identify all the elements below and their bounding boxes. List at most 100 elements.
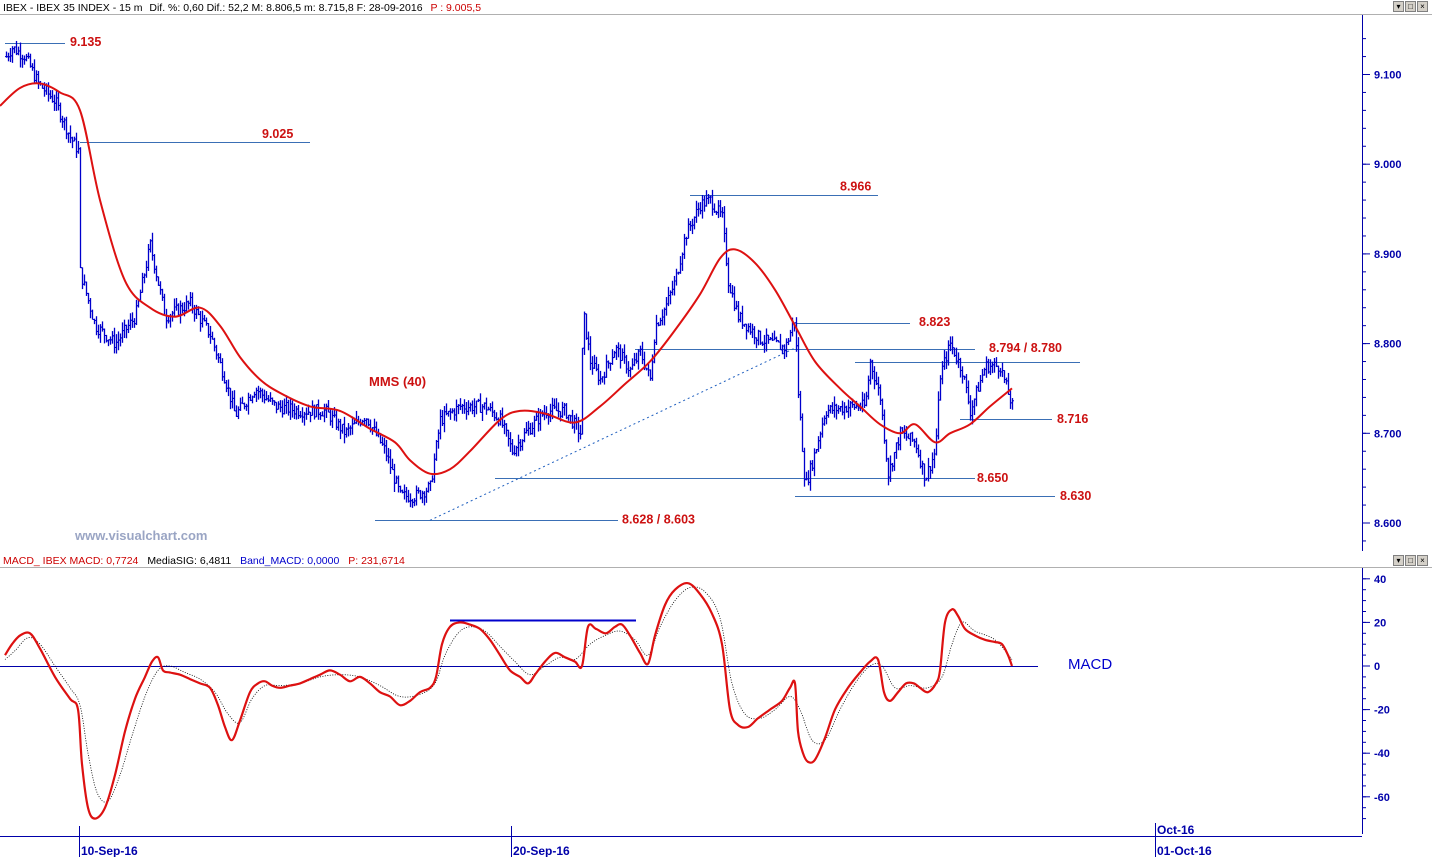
price-bar: [77, 140, 80, 154]
price-bar: [283, 398, 286, 415]
price-bar: [21, 54, 24, 68]
price-bar: [603, 371, 606, 385]
price-bar: [779, 333, 782, 351]
price-bar: [329, 409, 332, 426]
price-bar: [219, 353, 222, 364]
macd-header-mediasig: MediaSIG: 6,4811: [147, 555, 231, 567]
price-bar: [295, 405, 298, 420]
price-bar: [89, 298, 92, 319]
price-bar: [277, 401, 280, 410]
price-bar: [433, 453, 436, 483]
price-bar: [1003, 369, 1006, 384]
price-bar: [349, 425, 352, 436]
price-bar: [181, 302, 184, 314]
price-bar: [565, 403, 568, 420]
price-bar: [775, 336, 778, 343]
price-bar: [113, 327, 116, 354]
price-bar: [667, 286, 670, 307]
price-bar: [65, 116, 68, 140]
price-bar: [33, 59, 36, 83]
price-bar: [101, 321, 104, 332]
price-bar: [561, 401, 564, 418]
price-bar: [207, 322, 210, 338]
price-y-ticks: 9.100 9.000 8.900 8.800 8.700 8.600: [1362, 38, 1402, 542]
price-bar: [145, 260, 148, 278]
macd-tick-label: 40: [1374, 574, 1386, 586]
price-bar: [523, 428, 526, 443]
price-panel-close-button[interactable]: ×: [1417, 1, 1428, 12]
price-bar: [401, 489, 404, 494]
price-tick-label: 8.900: [1374, 249, 1402, 261]
price-bar: [233, 390, 236, 412]
mms-label: MMS (40): [369, 374, 426, 389]
price-bar: [809, 460, 812, 491]
price-bar: [473, 398, 476, 418]
price-bar: [747, 323, 750, 333]
price-bar: [749, 322, 752, 335]
price-bar: [159, 281, 162, 295]
price-bar: [849, 401, 852, 417]
price-bar: [49, 90, 52, 100]
price-bar: [881, 398, 884, 421]
macd-tick-label: -40: [1374, 748, 1390, 760]
price-bar: [697, 202, 700, 217]
price-bar: [817, 436, 820, 452]
price-bar: [343, 416, 346, 444]
price-bar: [681, 252, 684, 271]
price-bar: [339, 418, 342, 440]
macd-panel-close-button[interactable]: ×: [1417, 555, 1428, 566]
macd-panel-minimize-button[interactable]: ▾: [1393, 555, 1404, 566]
price-bar: [951, 336, 954, 355]
price-bar: [397, 475, 400, 493]
price-bar: [69, 125, 72, 144]
level-label: 8.823: [919, 315, 950, 329]
x-tick-label-10-sep: 10-Sep-16: [81, 844, 138, 857]
price-bar: [993, 358, 996, 373]
price-bar: [447, 410, 450, 417]
price-bar: [257, 385, 260, 400]
price-bar: [733, 286, 736, 312]
price-panel-minimize-button[interactable]: ▾: [1393, 1, 1404, 12]
price-bar: [57, 92, 60, 111]
price-bar: [161, 288, 164, 301]
price-bar: [491, 401, 494, 417]
price-bar: [875, 371, 878, 386]
price-bar: [485, 397, 488, 415]
price-bar: [983, 367, 986, 376]
level-label: 8.630: [1060, 489, 1091, 503]
price-bar: [211, 331, 214, 340]
price-bar: [763, 334, 766, 353]
price-bar: [111, 331, 114, 344]
price-bar: [641, 341, 644, 365]
price-bar: [223, 371, 226, 384]
level-label: 8.628 / 8.603: [622, 512, 695, 526]
price-bar: [943, 349, 946, 370]
price-bar: [897, 437, 900, 451]
price-bar: [879, 384, 882, 406]
price-bar: [659, 317, 662, 326]
macd-panel-maximize-button[interactable]: □: [1405, 555, 1416, 566]
price-bar: [891, 462, 894, 472]
price-bar: [417, 487, 420, 494]
price-bar: [929, 466, 932, 479]
price-bar: [487, 406, 490, 411]
price-bar: [375, 421, 378, 437]
price-bar: [745, 323, 748, 340]
x-month-label-oct: Oct-16: [1157, 823, 1195, 837]
price-bar: [231, 390, 234, 409]
price-bar: [853, 403, 856, 410]
price-bar: [503, 419, 506, 435]
price-bar: [247, 392, 250, 415]
price-panel-maximize-button[interactable]: □: [1405, 1, 1416, 12]
price-bar: [635, 352, 638, 364]
price-bar: [843, 402, 846, 420]
price-bar: [915, 437, 918, 454]
price-bar: [177, 303, 180, 317]
price-header-symbol: IBEX - IBEX 35 INDEX -: [3, 2, 119, 14]
price-bar: [213, 337, 216, 352]
price-bar: [961, 366, 964, 384]
price-bar: [711, 189, 714, 216]
price-bar: [621, 348, 624, 362]
price-bar: [673, 275, 676, 296]
